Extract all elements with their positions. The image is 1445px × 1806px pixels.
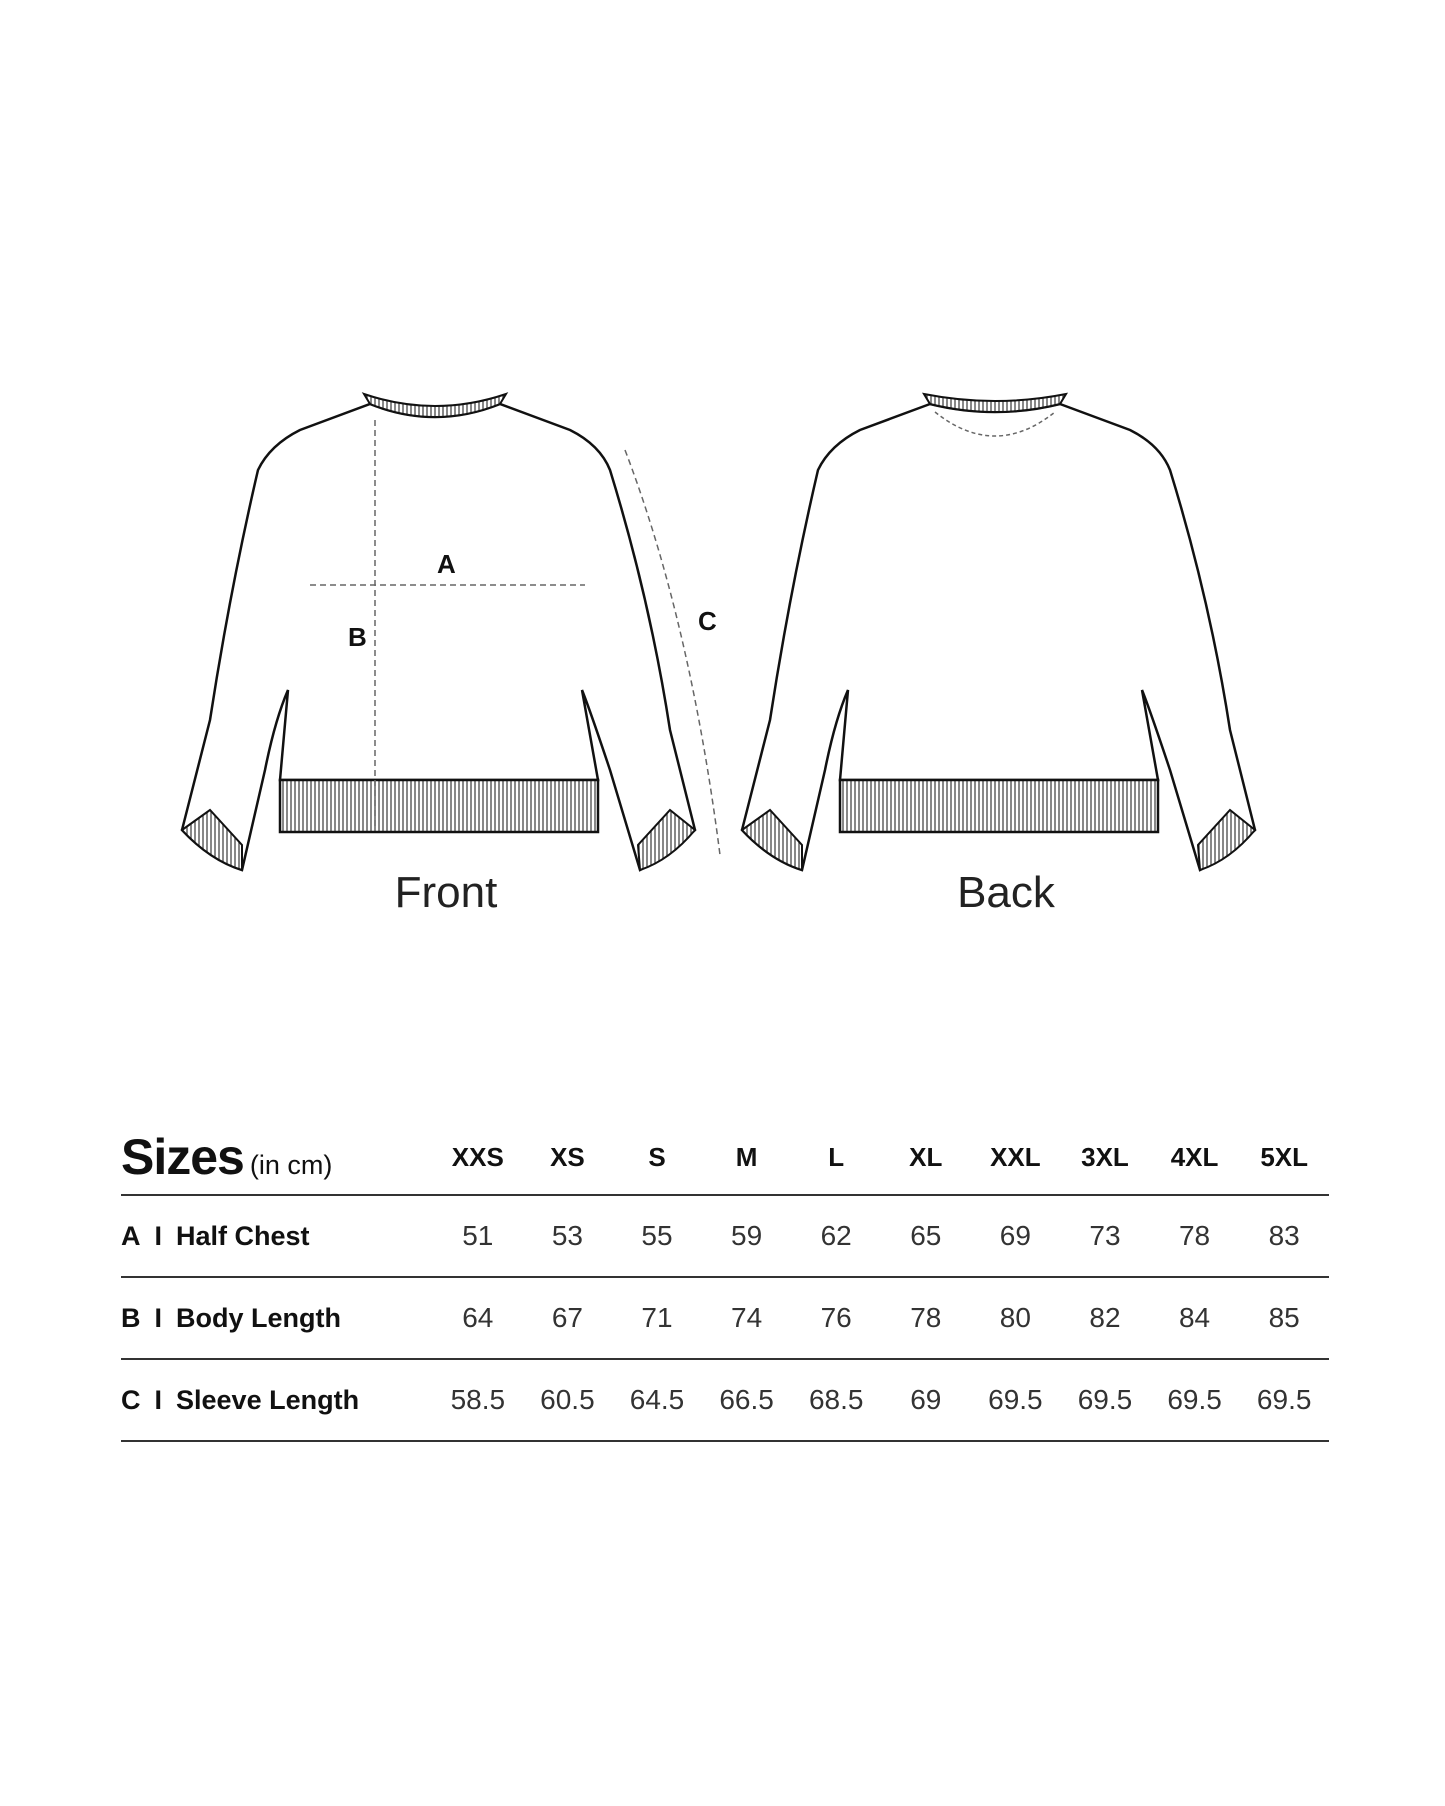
measurement-cell: 59 [731, 1220, 763, 1251]
front-sweater-illustration: A B C [180, 392, 721, 872]
back-label: Back [957, 868, 1055, 917]
size-header: M [735, 1141, 758, 1172]
measurement-cell: 84 [1178, 1302, 1211, 1333]
measurement-cell: 53 [551, 1220, 583, 1251]
measurement-cell: 78 [910, 1302, 942, 1333]
size-header: XS [550, 1141, 585, 1172]
size-header: XXS [451, 1141, 504, 1172]
measurement-cell: 78 [1178, 1220, 1211, 1251]
measurement-cell: 71 [641, 1302, 673, 1333]
size-header: XXL [990, 1141, 1041, 1172]
measurement-cell: 55 [641, 1220, 673, 1251]
row-sep: I [154, 1302, 163, 1333]
measurement-cell: 69 [910, 1384, 942, 1415]
table-row: B I Body Length 64 67 71 74 76 78 80 82 84 85 [121, 1277, 1329, 1359]
measurement-cell: 82 [1089, 1302, 1121, 1333]
measurement-cell: 83 [1268, 1220, 1300, 1251]
front-label: Front [394, 868, 498, 917]
measurement-cell: 67 [551, 1302, 583, 1333]
measurement-cell: 64 [462, 1302, 494, 1333]
measurement-cell: 62 [820, 1220, 852, 1251]
measurement-cell: 60.5 [540, 1384, 595, 1415]
measurement-cell: 69.5 [1077, 1384, 1133, 1415]
measurement-cell: 85 [1268, 1302, 1300, 1333]
row-name: Body Length [176, 1302, 341, 1333]
sizes-heading: Sizes [121, 1129, 245, 1185]
measurement-cell: 80 [999, 1302, 1031, 1333]
row-name: Sleeve Length [176, 1384, 360, 1415]
table-row: A I Half Chest 51 53 55 59 62 65 69 73 78 83 [121, 1195, 1329, 1277]
measurement-cell: 58.5 [450, 1384, 506, 1415]
row-code: A [121, 1220, 141, 1251]
table-title: Sizes (in cm) [121, 1120, 433, 1195]
measurement-cell: 73 [1089, 1220, 1121, 1251]
size-chart-table: Sizes (in cm) XXS XS S M L XL XXL 3XL 4XL… [121, 1120, 1329, 1442]
row-label: C I Sleeve Length [121, 1359, 433, 1441]
size-header: 4XL [1170, 1141, 1219, 1172]
measurement-cell: 68.5 [808, 1384, 864, 1415]
size-header: 3XL [1081, 1141, 1129, 1172]
measure-label-b: B [348, 622, 367, 652]
size-header: XL [909, 1141, 943, 1172]
size-header: L [828, 1141, 845, 1172]
row-name: Half Chest [176, 1220, 310, 1251]
measurement-cell: 64.5 [629, 1384, 685, 1415]
row-label: A I Half Chest [121, 1195, 433, 1277]
row-code: B [121, 1302, 141, 1333]
row-code: C [121, 1384, 141, 1415]
measurement-cell: 69.5 [1167, 1384, 1222, 1415]
measurement-cell: 69 [999, 1220, 1031, 1251]
row-sep: I [154, 1384, 163, 1415]
measurement-cell: 65 [910, 1220, 942, 1251]
measurement-cell: 51 [462, 1220, 494, 1251]
back-sweater-illustration [740, 392, 1257, 872]
measurement-cell: 69.5 [988, 1384, 1043, 1415]
measurement-cell: 74 [731, 1302, 763, 1333]
table-header-row: Sizes (in cm) XXS XS S M L XL XXL 3XL 4XL… [121, 1120, 1329, 1195]
size-header: 5XL [1260, 1141, 1309, 1172]
measurement-cell: 76 [820, 1302, 852, 1333]
row-sep: I [154, 1220, 163, 1251]
size-header: S [648, 1141, 666, 1172]
unit-label: (in cm) [249, 1150, 333, 1180]
row-label: B I Body Length [121, 1277, 433, 1359]
measurement-cell: 69.5 [1256, 1384, 1312, 1415]
measure-label-c: C [698, 606, 717, 636]
measure-label-a: A [437, 549, 456, 579]
table-row: C I Sleeve Length 58.5 60.5 64.5 66.5 68.5 69 69.… [121, 1359, 1329, 1441]
measurement-cell: 66.5 [719, 1384, 774, 1415]
